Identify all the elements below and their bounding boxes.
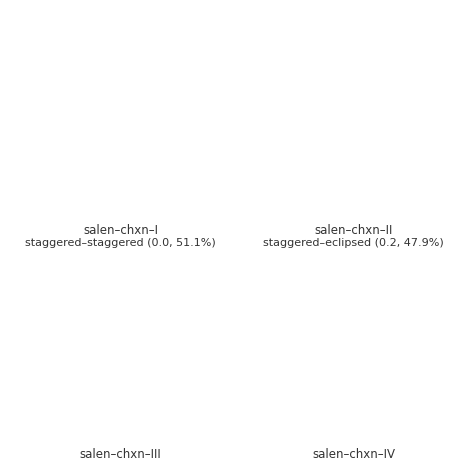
Text: staggered–eclipsed (0.2, 47.9%): staggered–eclipsed (0.2, 47.9%) bbox=[263, 237, 444, 247]
Text: salen–chxn–IV: salen–chxn–IV bbox=[312, 448, 395, 461]
Text: staggered–staggered (0.0, 51.1%): staggered–staggered (0.0, 51.1%) bbox=[25, 237, 216, 247]
Text: salen–chxn–III: salen–chxn–III bbox=[80, 448, 161, 461]
Text: salen–chxn–II: salen–chxn–II bbox=[314, 224, 393, 237]
Text: salen–chxn–I: salen–chxn–I bbox=[83, 224, 158, 237]
